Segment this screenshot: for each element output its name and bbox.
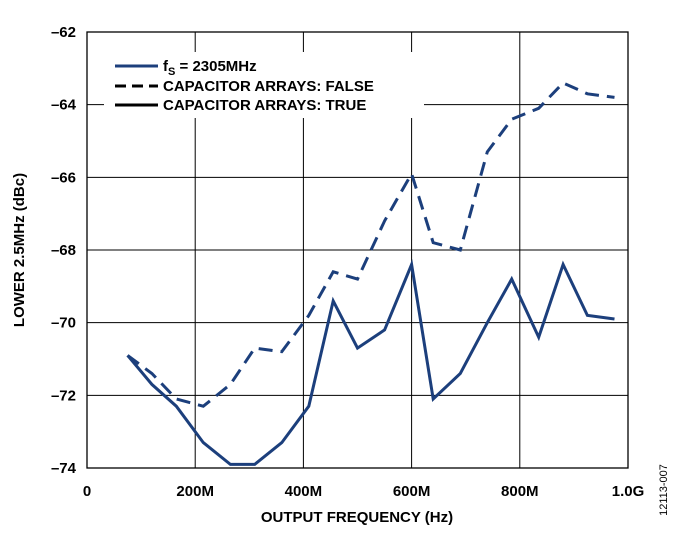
x-tick-label: 1.0G [612, 483, 645, 500]
series-line-capacitor-true [126, 259, 615, 466]
y-tick-label: –68 [51, 242, 76, 259]
legend: fS = 2305MHz CAPACITOR ARRAYS: FALSE CAP… [104, 52, 424, 118]
y-tick-label: –70 [51, 315, 76, 332]
x-tick-label: 200M [176, 483, 214, 500]
series-lines [126, 81, 615, 466]
x-tick-label: 0 [83, 483, 91, 500]
x-tick-label: 400M [285, 483, 323, 500]
plot-frame [86, 31, 629, 469]
legend-title: fS = 2305MHz [163, 58, 257, 78]
legend-entry-false: CAPACITOR ARRAYS: FALSE [163, 78, 374, 95]
y-tick-label: –72 [51, 387, 76, 404]
x-axis-ticks: 0 200M 400M 600M 800M 1.0G [83, 483, 644, 500]
x-axis-label: OUTPUT FREQUENCY (Hz) [261, 509, 453, 526]
series-line-capacitor-false [126, 81, 615, 408]
x-tick-label: 800M [501, 483, 539, 500]
figure-id: 12113-007 [658, 464, 670, 516]
legend-entry-true: CAPACITOR ARRAYS: TRUE [163, 97, 366, 114]
y-tick-label: –64 [51, 97, 77, 114]
y-tick-label: –66 [51, 169, 76, 186]
y-tick-label: –62 [51, 24, 76, 41]
y-axis-ticks: –74 –72 –70 –68 –66 –64 –62 [51, 24, 77, 477]
x-tick-label: 600M [393, 483, 431, 500]
y-tick-label: –74 [51, 460, 77, 477]
y-axis-label: LOWER 2.5MHz (dBc) [11, 173, 28, 327]
